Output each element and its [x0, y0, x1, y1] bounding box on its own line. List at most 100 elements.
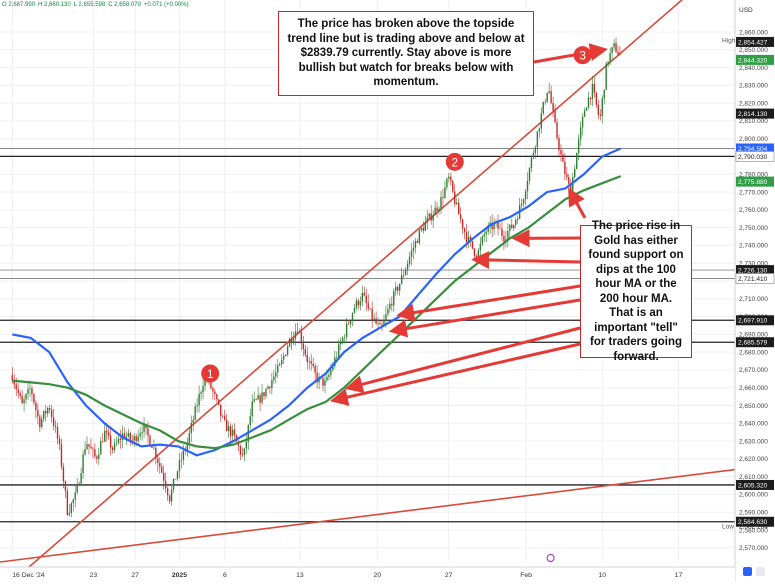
candle-body	[592, 84, 593, 99]
candle-body	[588, 98, 589, 108]
candle-body	[478, 250, 479, 259]
candle-body	[615, 43, 616, 52]
price-tick-label: 2,640.000	[739, 421, 768, 428]
candle-body	[354, 308, 355, 313]
price-tick-label: 2,650.000	[739, 403, 768, 410]
log-scale-icon[interactable]	[756, 567, 765, 576]
candle-body	[454, 192, 455, 204]
candle-body	[78, 484, 79, 485]
candle-body	[139, 433, 140, 436]
candle-body	[523, 199, 524, 203]
candle-body	[338, 344, 339, 357]
marker-2-label: 2	[451, 155, 458, 169]
candle-body	[366, 296, 367, 303]
candle-body	[584, 111, 585, 117]
candle-body	[220, 405, 221, 416]
candle-body	[309, 361, 310, 362]
candle-body	[214, 391, 215, 394]
candle-body	[71, 503, 72, 513]
candle-body	[539, 129, 540, 132]
candle-body	[80, 473, 81, 484]
candle-body	[96, 456, 97, 458]
candle-body	[222, 416, 223, 417]
candle-body	[442, 197, 443, 198]
candle-body	[594, 84, 595, 93]
candle-body	[23, 399, 24, 403]
candle-body	[116, 443, 117, 444]
candle-body	[173, 479, 174, 490]
candle-body	[193, 420, 194, 423]
time-tick-label: Feb	[520, 572, 532, 579]
candle-body	[90, 447, 91, 449]
candle-body	[562, 154, 563, 161]
candle-body	[279, 364, 280, 366]
price-tick-label: 2,630.000	[739, 438, 768, 445]
candle-body	[326, 377, 327, 380]
candle-body	[86, 444, 87, 449]
time-tick-label: 10	[598, 572, 606, 579]
candle-body	[285, 355, 286, 356]
time-tick-label: 27	[445, 572, 453, 579]
candle-body	[421, 228, 422, 230]
time-tick-label: 16 Dec '24	[12, 572, 45, 579]
candle-body	[112, 448, 113, 450]
candle-body	[165, 481, 166, 488]
candle-body	[293, 339, 294, 343]
candle-body	[59, 439, 60, 444]
price-badge-label: 2,775.880	[738, 179, 768, 186]
candle-body	[401, 275, 402, 284]
candle-body	[598, 105, 599, 115]
candle-body	[543, 102, 544, 113]
candle-body	[27, 389, 28, 394]
ohlc-value: +0.071 (+0.00%)	[144, 2, 189, 8]
candle-body	[368, 303, 369, 308]
candle-body	[51, 410, 52, 417]
candle-body	[432, 215, 433, 220]
candle-body	[619, 54, 620, 55]
candle-body	[373, 318, 374, 320]
candle-body	[438, 209, 439, 212]
candle-body	[546, 93, 547, 102]
ohlc-value: H 2,660.130	[38, 2, 71, 8]
candle-body	[76, 485, 77, 493]
price-badge-label: 2,814.130	[738, 111, 768, 118]
price-tick-label: 2,740.000	[739, 243, 768, 250]
candle-body	[399, 284, 400, 291]
candle-body	[395, 287, 396, 291]
marker-1-label: 1	[207, 367, 214, 381]
candle-body	[425, 223, 426, 231]
candle-body	[82, 454, 83, 473]
marker-3-label: 3	[579, 49, 586, 63]
candle-body	[379, 323, 380, 324]
candle-body	[167, 488, 168, 495]
candle-body	[387, 309, 388, 314]
candle-body	[135, 436, 136, 441]
time-tick-label: 27	[131, 572, 139, 579]
candle-body	[586, 108, 587, 111]
candle-body	[110, 436, 111, 448]
candle-body	[572, 177, 573, 194]
candle-body	[181, 460, 182, 461]
candle-body	[330, 370, 331, 375]
candle-body	[88, 444, 89, 446]
candle-body	[69, 513, 70, 515]
price-tick-label: 2,800.000	[739, 136, 768, 143]
candle-body	[73, 500, 74, 504]
candle-body	[458, 203, 459, 215]
candle-body	[257, 395, 258, 399]
candle-body	[230, 426, 231, 436]
candle-body	[21, 396, 22, 403]
candle-body	[385, 314, 386, 320]
price-badge-label: 2,844.320	[738, 57, 768, 64]
candle-body	[417, 241, 418, 243]
candle-body	[607, 62, 608, 64]
auto-scale-icon[interactable]	[743, 567, 752, 576]
candle-body	[98, 454, 99, 458]
candle-body	[545, 102, 546, 103]
candle-body	[446, 179, 447, 188]
annotation-top-text: The price has broken above the topside t…	[287, 17, 525, 90]
currency-label: USD	[739, 7, 753, 14]
candle-body	[212, 388, 213, 391]
candle-body	[613, 43, 614, 47]
